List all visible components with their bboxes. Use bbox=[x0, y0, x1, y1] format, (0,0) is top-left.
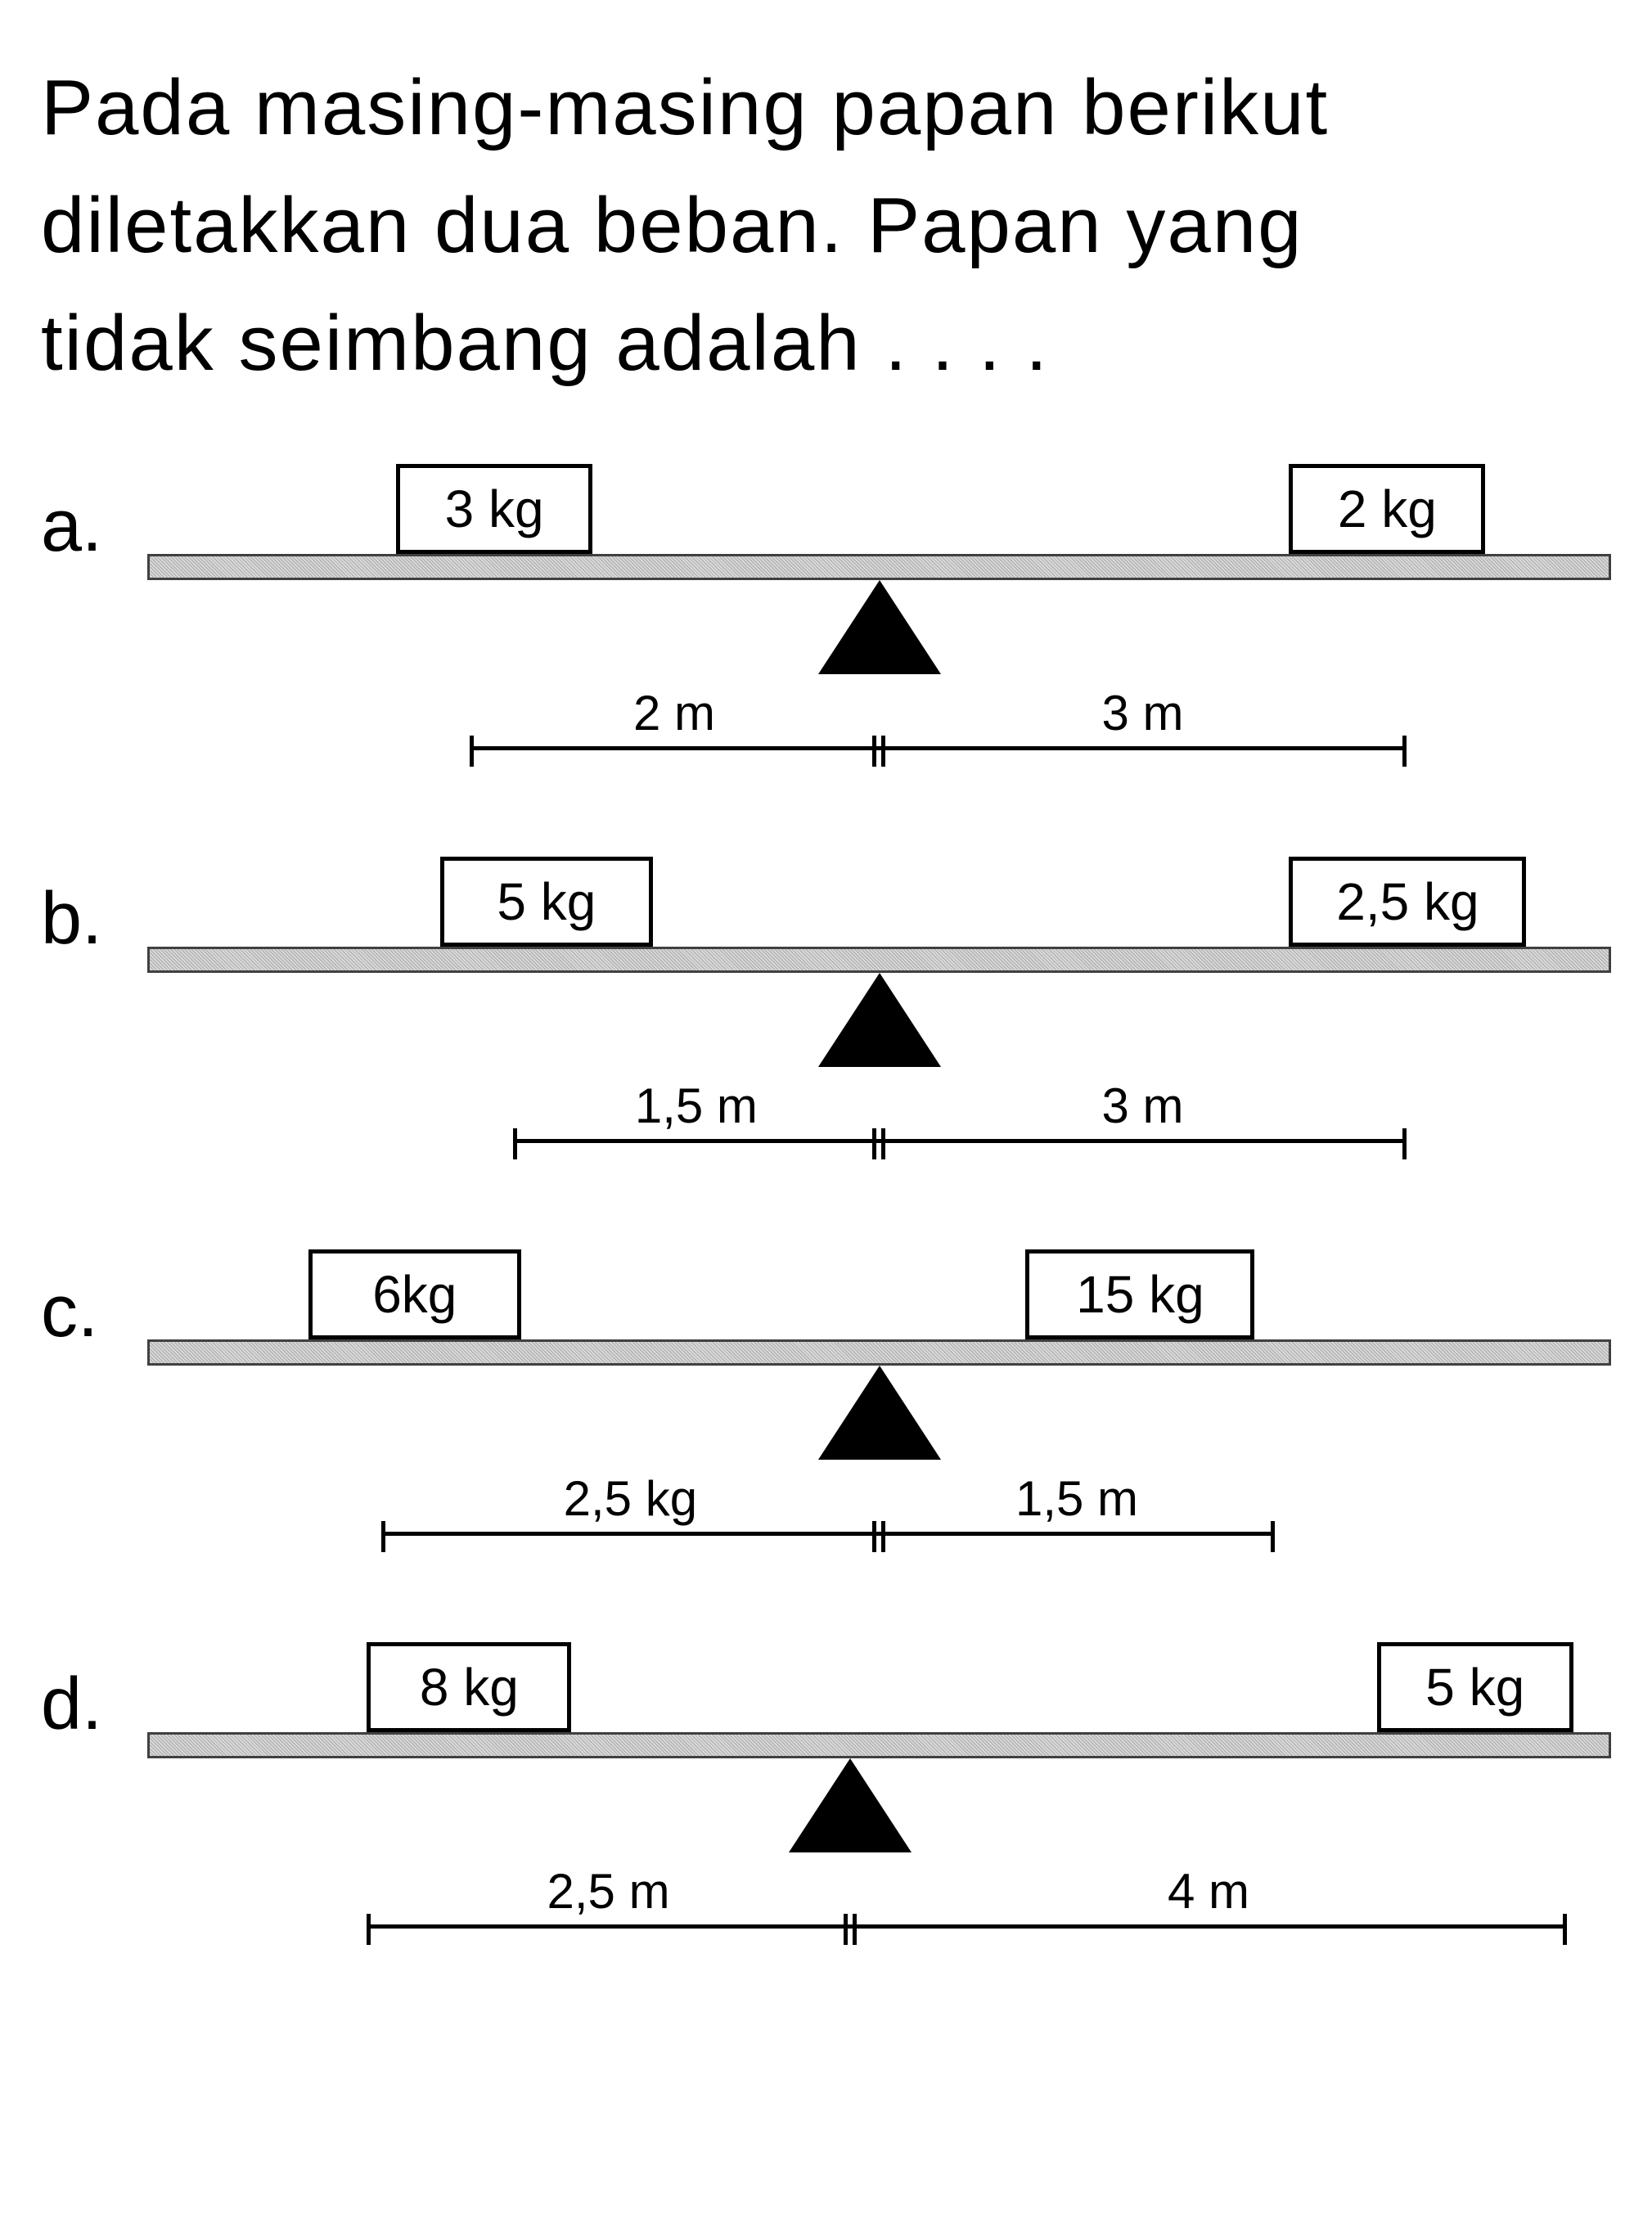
question-line2: diletakkan dua beban. Papan yang bbox=[41, 182, 1303, 269]
option-label: d. bbox=[41, 1638, 147, 1747]
option-label: c. bbox=[41, 1245, 147, 1354]
option-label: b. bbox=[41, 853, 147, 961]
question-line3: tidak seimbang adalah . . . . bbox=[41, 299, 1049, 387]
tick-icon bbox=[1563, 1914, 1567, 1945]
option-row: c. 6kg 15 kg 2,5 kg1,5 m bbox=[41, 1245, 1611, 1556]
options-container: a.3 kg2 kg2 m3 mb.5 kg2,5 kg1,5 m3 mc.6k… bbox=[41, 460, 1611, 1949]
balance-diagram: 8 kg 5 kg 2,5 m4 m bbox=[147, 1638, 1611, 1949]
question-text: Pada masing-masing papan berikut diletak… bbox=[41, 49, 1611, 403]
dim-left-label: 2 m bbox=[470, 685, 880, 741]
tick-icon bbox=[872, 1128, 876, 1159]
option-row: d. 8 kg 5 kg 2,5 m4 m bbox=[41, 1638, 1611, 1949]
left-weight: 5 kg bbox=[440, 857, 653, 947]
left-weight: 6kg bbox=[308, 1249, 521, 1339]
dimension-labels: 1,5 m3 m bbox=[513, 1078, 1406, 1139]
option-row: a. 3 kg 2 kg 2 m3 m bbox=[41, 460, 1611, 771]
option-row: b. 5 kg 2,5 kg 1,5 m3 m bbox=[41, 853, 1611, 1164]
dim-right-label: 1,5 m bbox=[879, 1470, 1274, 1527]
option-label: a. bbox=[41, 460, 147, 569]
tick-icon bbox=[881, 1521, 885, 1552]
dimension-row: 1,5 m3 m bbox=[513, 1078, 1406, 1164]
right-weight: 2 kg bbox=[1289, 464, 1485, 554]
dimension-line bbox=[367, 1924, 1567, 1949]
tick-icon bbox=[381, 1521, 385, 1552]
dimension-labels: 2,5 kg1,5 m bbox=[381, 1470, 1274, 1532]
dimension-row: 2 m3 m bbox=[470, 685, 1407, 771]
dimension-row: 2,5 m4 m bbox=[367, 1863, 1567, 1949]
fulcrum-icon bbox=[818, 1366, 941, 1460]
tick-icon bbox=[881, 1128, 885, 1159]
fulcrum-icon bbox=[818, 580, 941, 674]
dimension-line bbox=[513, 1139, 1406, 1164]
right-weight: 2,5 kg bbox=[1289, 857, 1526, 947]
tick-icon bbox=[853, 1914, 857, 1945]
dim-left-label: 1,5 m bbox=[513, 1078, 879, 1134]
dimension-line bbox=[470, 746, 1407, 771]
dim-left-label: 2,5 kg bbox=[381, 1470, 879, 1527]
dimension-labels: 2,5 m4 m bbox=[367, 1863, 1567, 1924]
question-line1: Pada masing-masing papan berikut bbox=[41, 64, 1329, 151]
left-weight: 3 kg bbox=[396, 464, 592, 554]
tick-icon bbox=[367, 1914, 371, 1945]
balance-diagram: 5 kg 2,5 kg 1,5 m3 m bbox=[147, 853, 1611, 1164]
beam bbox=[147, 947, 1611, 973]
tick-icon bbox=[881, 736, 885, 767]
tick-icon bbox=[470, 736, 474, 767]
left-weight: 8 kg bbox=[367, 1642, 571, 1732]
balance-diagram: 6kg 15 kg 2,5 kg1,5 m bbox=[147, 1245, 1611, 1556]
beam bbox=[147, 1732, 1611, 1758]
right-weight: 5 kg bbox=[1377, 1642, 1573, 1732]
dimension-labels: 2 m3 m bbox=[470, 685, 1407, 746]
balance-diagram: 3 kg 2 kg 2 m3 m bbox=[147, 460, 1611, 771]
fulcrum-icon bbox=[789, 1758, 912, 1852]
dim-right-label: 3 m bbox=[879, 685, 1406, 741]
tick-icon bbox=[1402, 736, 1407, 767]
tick-icon bbox=[872, 736, 876, 767]
dimension-row: 2,5 kg1,5 m bbox=[381, 1470, 1274, 1556]
dimension-line bbox=[381, 1532, 1274, 1556]
dim-left-label: 2,5 m bbox=[367, 1863, 849, 1920]
beam bbox=[147, 554, 1611, 580]
beam bbox=[147, 1339, 1611, 1366]
fulcrum-icon bbox=[818, 973, 941, 1067]
tick-icon bbox=[1402, 1128, 1407, 1159]
tick-icon bbox=[1271, 1521, 1275, 1552]
tick-icon bbox=[844, 1914, 848, 1945]
dim-right-label: 4 m bbox=[850, 1863, 1568, 1920]
tick-icon bbox=[872, 1521, 876, 1552]
right-weight: 15 kg bbox=[1025, 1249, 1254, 1339]
page: Pada masing-masing papan berikut diletak… bbox=[41, 49, 1611, 1949]
dim-right-label: 3 m bbox=[879, 1078, 1406, 1134]
tick-icon bbox=[513, 1128, 517, 1159]
